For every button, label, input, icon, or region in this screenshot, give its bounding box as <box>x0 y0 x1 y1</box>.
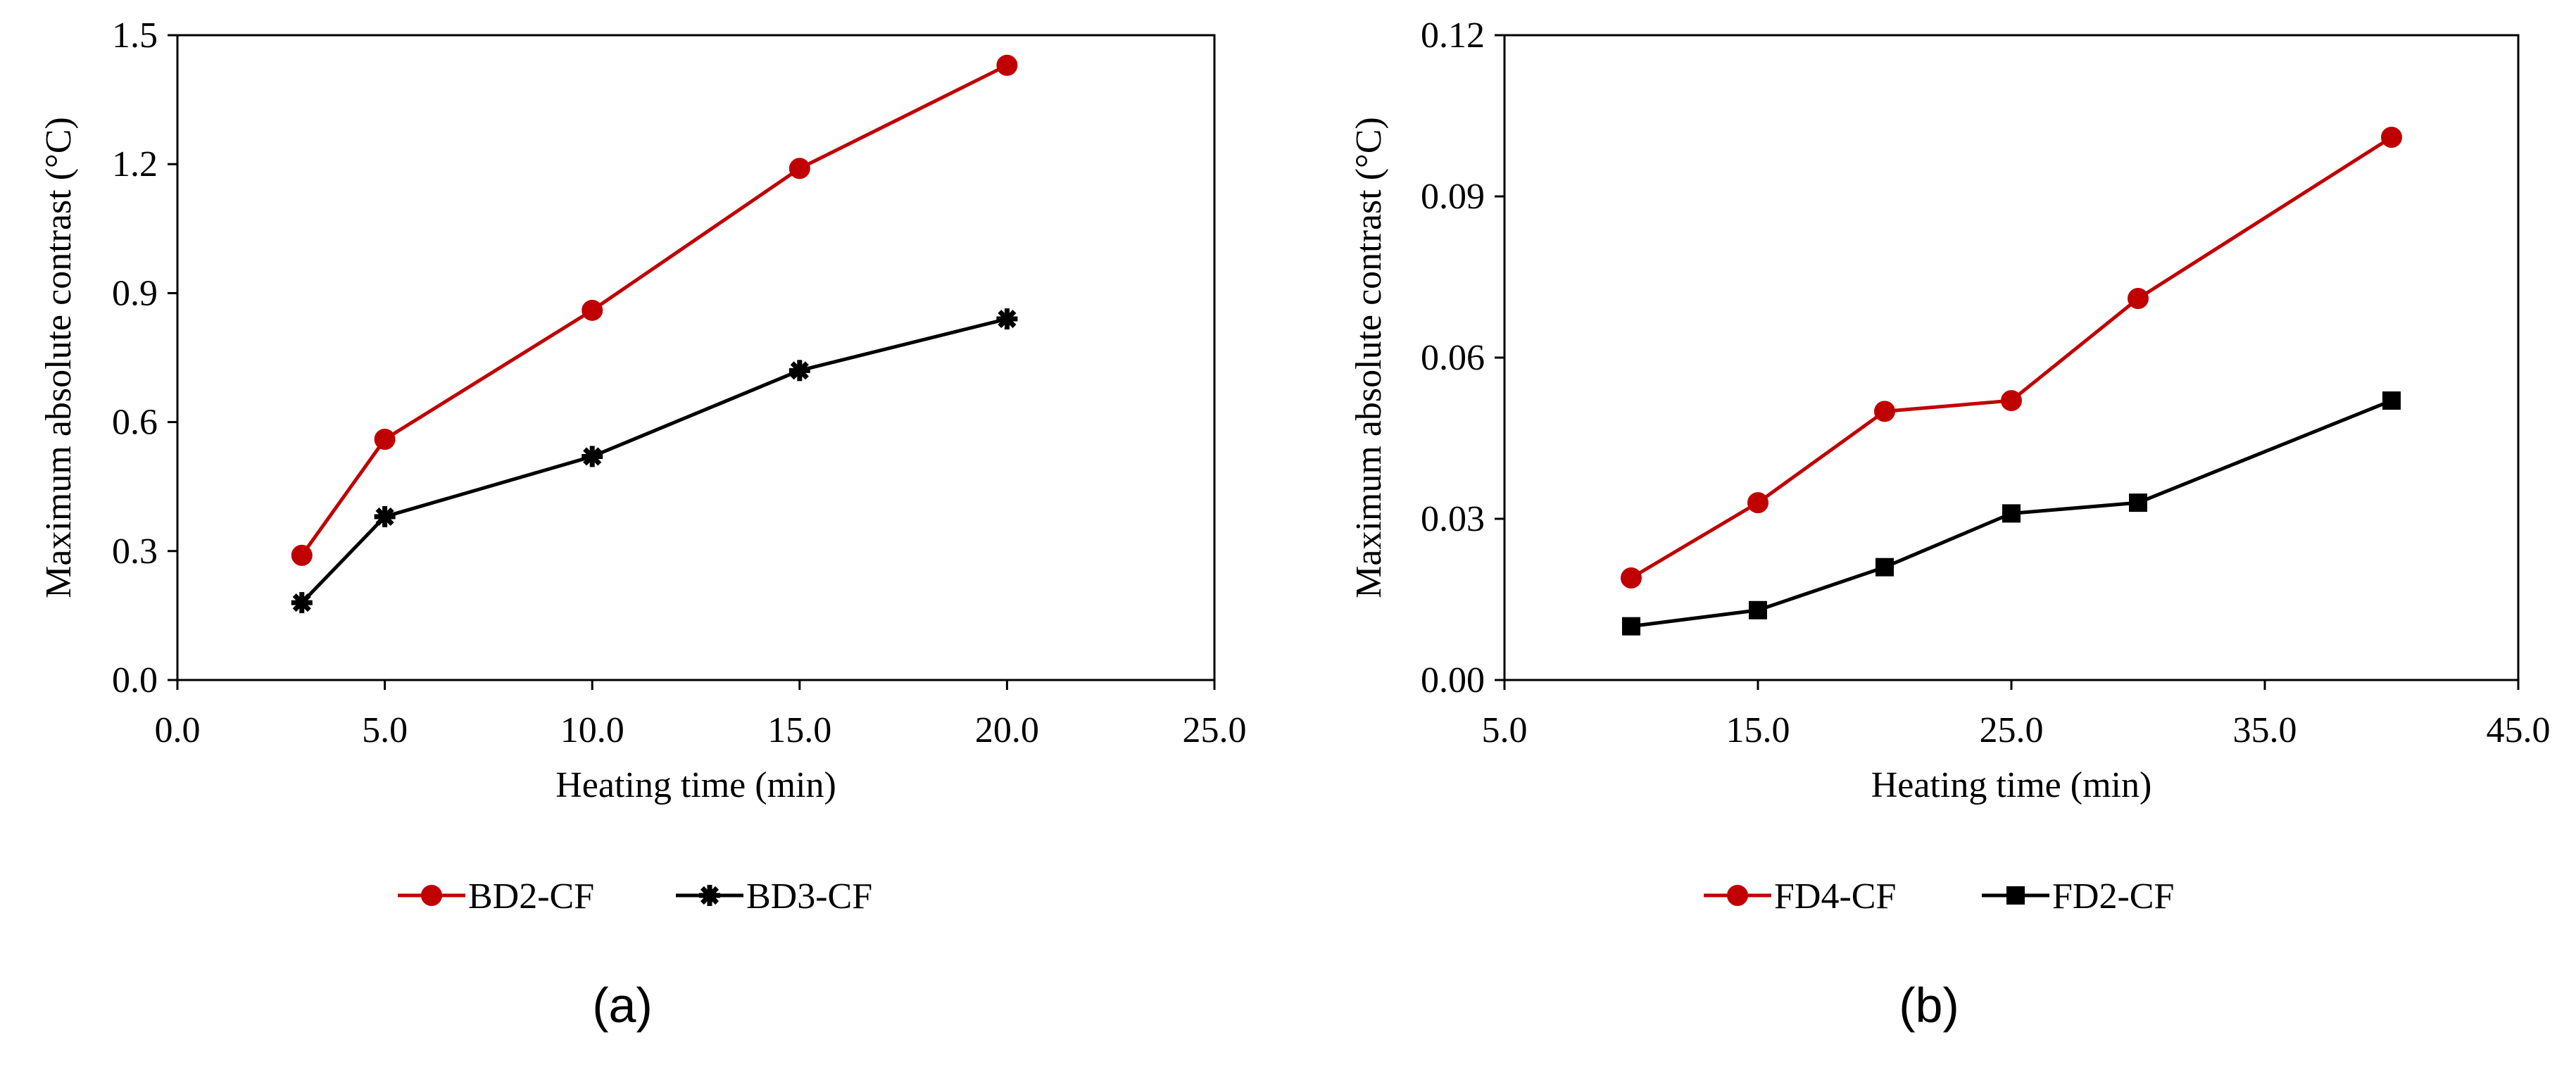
y-tick-label: 0.9 <box>112 273 158 313</box>
y-tick-label: 0.00 <box>1421 660 1485 700</box>
y-tick-label: 0.0 <box>112 660 158 700</box>
legend: BD2-CF BD3-CF <box>398 876 872 917</box>
legend-label: FD4-CF <box>1774 876 1896 917</box>
data-point <box>1747 492 1768 514</box>
x-tick-label: 5.0 <box>1482 710 1528 750</box>
legend: FD4-CF FD2-CF <box>1704 876 2174 917</box>
data-point <box>582 446 603 467</box>
y-tick-label: 0.03 <box>1421 499 1485 539</box>
y-tick-label: 0.6 <box>112 403 158 443</box>
x-axis-title: Heating time (min) <box>555 765 836 805</box>
legend-label: BD2-CF <box>468 876 594 917</box>
data-point <box>996 54 1018 76</box>
data-point <box>788 158 810 180</box>
chart-panel-a: 0.0 0.3 0.6 0.9 1.2 1.5 0.0 5.0 10.0 15.0 20.0 25.0… <box>39 15 1247 917</box>
y-axis-title: Maximum absolute contrast (°C) <box>1349 117 1389 598</box>
series-line <box>1630 135 2393 580</box>
plot-frame <box>1503 34 2520 681</box>
data-point <box>2002 504 2021 523</box>
legend-marker <box>699 885 720 906</box>
panel-label: (b) <box>1899 978 1959 1033</box>
data-point <box>291 592 313 614</box>
legend-label: BD3-CF <box>746 876 872 917</box>
data-point <box>2381 127 2402 149</box>
series-bd3-cf <box>291 308 1018 614</box>
legend-marker <box>421 885 442 906</box>
series-fd4-cf <box>1621 127 2402 588</box>
data-point <box>1749 600 1767 619</box>
x-tick-label: 0.0 <box>155 710 201 750</box>
panel-label: (a) <box>592 978 653 1033</box>
series-line <box>300 63 1008 557</box>
series-bd2-cf <box>291 54 1018 566</box>
data-point <box>374 505 396 527</box>
x-tick-label: 10.0 <box>560 710 624 750</box>
x-tick-label: 45.0 <box>2487 710 2551 750</box>
data-point <box>291 544 313 566</box>
legend-marker <box>1727 885 1748 906</box>
y-tick-label: 0.09 <box>1421 177 1485 217</box>
data-point <box>1622 617 1640 636</box>
series-line <box>300 317 1008 604</box>
data-point <box>1621 567 1642 588</box>
x-tick-label: 25.0 <box>1183 710 1247 750</box>
data-point <box>2001 390 2022 412</box>
y-axis-title: Maximum absolute contrast (°C) <box>39 117 79 598</box>
data-point <box>788 360 810 382</box>
series-line <box>1631 398 2392 629</box>
y-tick-label: 0.12 <box>1421 15 1485 56</box>
x-tick-label: 20.0 <box>975 710 1039 750</box>
data-point <box>1874 401 1895 422</box>
y-tick-label: 1.2 <box>112 144 158 184</box>
legend-marker <box>2006 886 2025 905</box>
data-point <box>996 308 1018 330</box>
chart-panel-b: 0.00 0.03 0.06 0.09 0.12 5.0 15.0 25.0 35.0 45.0 H… <box>1349 15 2551 917</box>
series-fd2-cf <box>1622 391 2401 636</box>
y-tick-label: 0.06 <box>1421 338 1485 378</box>
y-tick-label: 1.5 <box>112 15 158 56</box>
x-tick-label: 25.0 <box>1980 710 2044 750</box>
x-axis-title: Heating time (min) <box>1871 765 2152 805</box>
plot-frame <box>176 34 1216 681</box>
data-point <box>582 299 603 321</box>
data-point <box>374 429 396 451</box>
x-tick-label: 15.0 <box>1726 710 1790 750</box>
data-point <box>2129 493 2147 512</box>
y-tick-label: 0.3 <box>112 531 158 572</box>
data-point <box>1876 558 1894 577</box>
x-tick-label: 35.0 <box>2233 710 2297 750</box>
x-tick-label: 5.0 <box>362 710 408 750</box>
x-tick-label: 15.0 <box>767 710 831 750</box>
data-point <box>2128 288 2149 310</box>
data-point <box>2382 391 2401 410</box>
legend-label: FD2-CF <box>2052 876 2174 917</box>
